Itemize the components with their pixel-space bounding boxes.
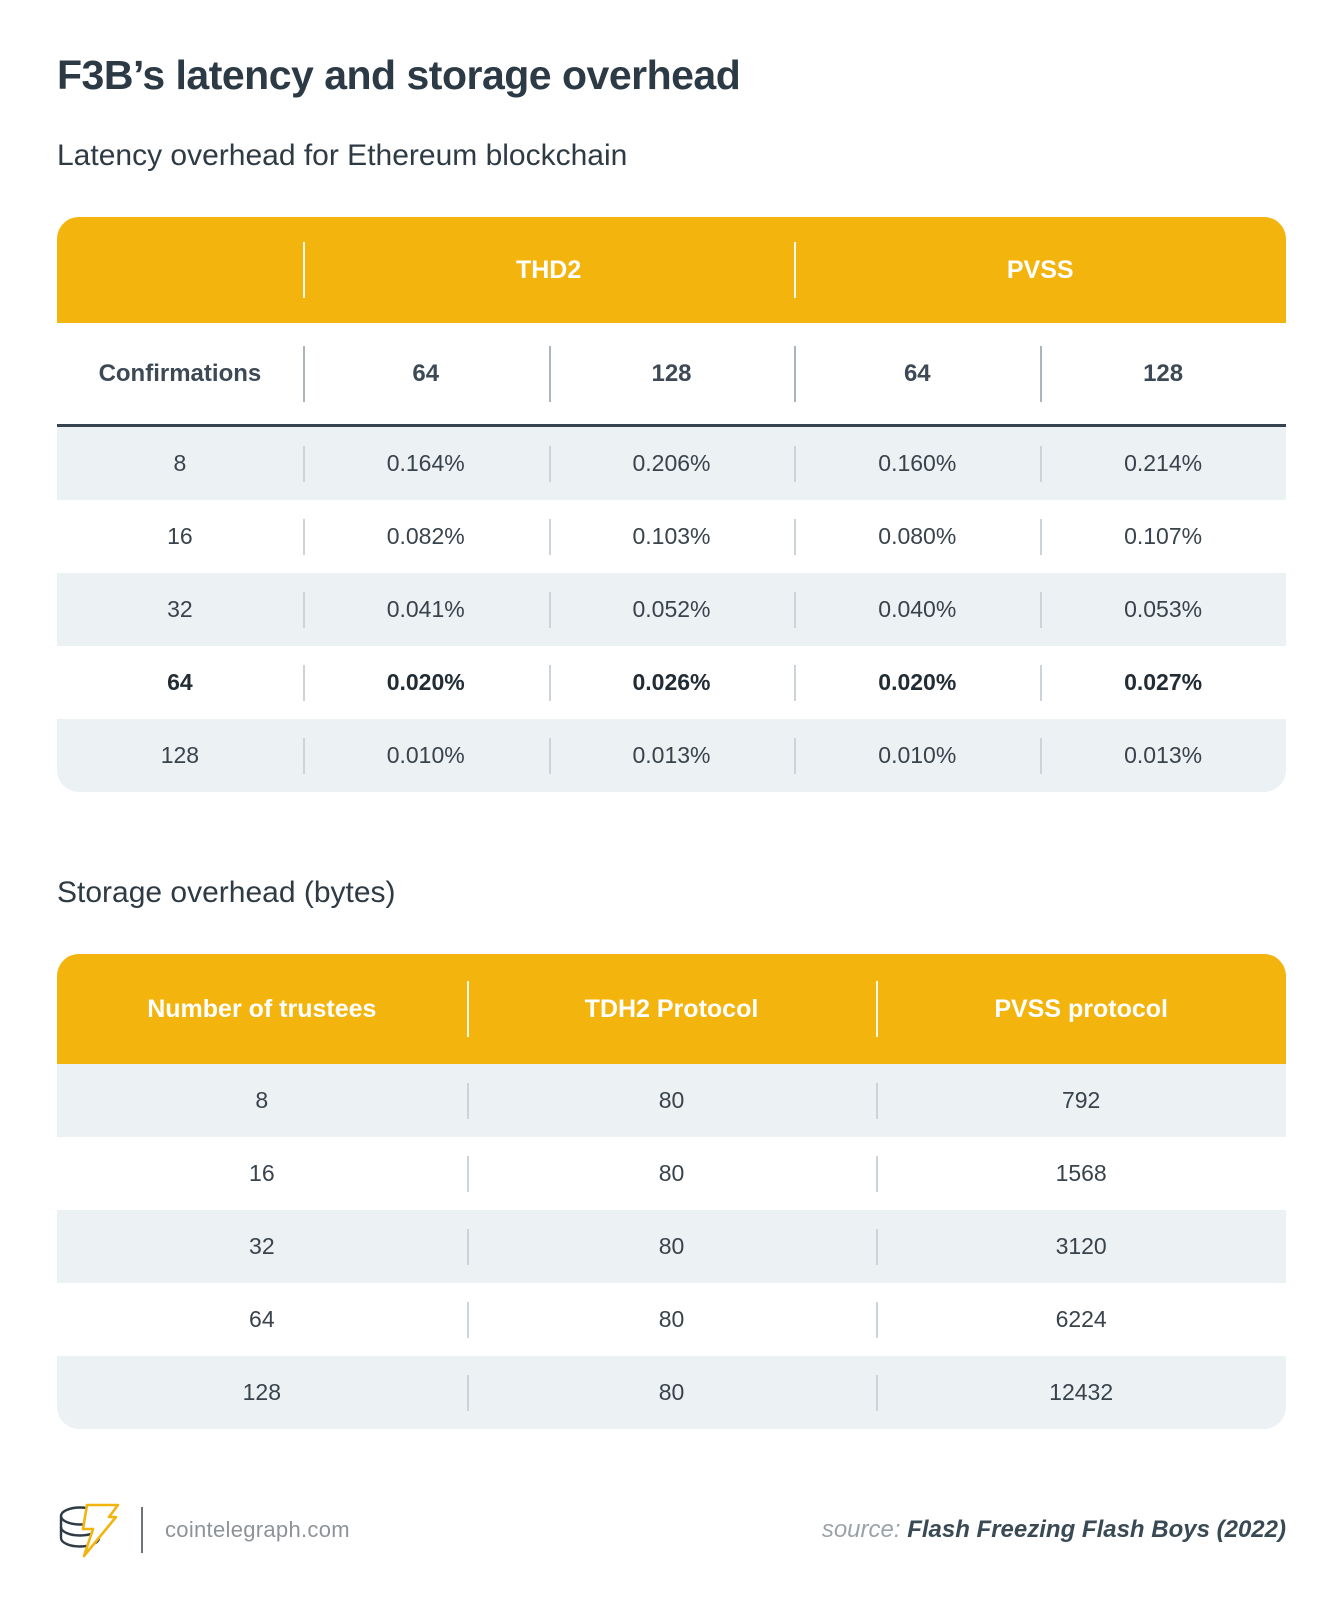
latency-row-128: 128 0.010% 0.013% 0.010% 0.013%: [57, 719, 1286, 792]
latency-cell-2-0: 32: [167, 596, 193, 622]
storage-cell-4-2: 12432: [876, 1356, 1286, 1429]
storage-row-32: 32 80 3120: [57, 1210, 1286, 1283]
latency-cell-4-4: 0.013%: [1040, 719, 1286, 792]
latency-cell-3-4: 0.027%: [1040, 646, 1286, 719]
storage-row-128: 128 80 12432: [57, 1356, 1286, 1429]
latency-column-header-0: Confirmations: [98, 359, 262, 387]
latency-row-32: 32 0.041% 0.052% 0.040% 0.053%: [57, 573, 1286, 646]
latency-cell-4-3: 0.010%: [794, 719, 1040, 792]
latency-row-8: 8 0.164% 0.206% 0.160% 0.214%: [57, 427, 1286, 500]
latency-cell-4-0: 128: [160, 742, 200, 768]
brand-block: cointelegraph.com: [57, 1498, 350, 1562]
storage-row-8: 8 80 792: [57, 1064, 1286, 1137]
latency-cell-0-3: 0.160%: [794, 427, 1040, 500]
latency-cell-3-0: 64: [167, 669, 193, 695]
page-title: F3B’s latency and storage overhead: [57, 52, 741, 98]
storage-row-16: 16 80 1568: [57, 1137, 1286, 1210]
storage-column-header-1: TDH2 Protocol: [467, 995, 877, 1024]
source-name: Flash Freezing Flash Boys (2022): [907, 1516, 1286, 1543]
brand-divider: [141, 1507, 143, 1553]
storage-cell-4-1: 80: [467, 1356, 877, 1429]
latency-table-body: 8 0.164% 0.206% 0.160% 0.214% 16 0.082% 0.103% 0…: [57, 427, 1286, 792]
storage-cell-1-1: 80: [467, 1137, 877, 1210]
storage-cell-2-0: 32: [249, 1233, 275, 1259]
latency-cell-0-1: 0.164%: [303, 427, 549, 500]
latency-column-header-3: 64: [794, 323, 1040, 424]
storage-cell-3-0: 64: [249, 1306, 275, 1332]
storage-column-header-row: Number of trustees TDH2 Protocol PVSS prot…: [57, 954, 1286, 1064]
latency-column-header-row: Confirmations 64 128 64 128: [57, 323, 1286, 424]
latency-cell-0-0: 8: [173, 450, 187, 476]
footer: cointelegraph.com source: Flash Freezing…: [57, 1498, 1286, 1562]
cointelegraph-coin-bolt-logo-icon: [59, 1503, 120, 1558]
storage-cell-2-2: 3120: [876, 1210, 1286, 1283]
latency-column-header-4: 128: [1040, 323, 1286, 424]
latency-cell-0-2: 0.206%: [549, 427, 795, 500]
latency-row-16: 16 0.082% 0.103% 0.080% 0.107%: [57, 500, 1286, 573]
latency-cell-1-1: 0.082%: [303, 500, 549, 573]
latency-cell-2-1: 0.041%: [303, 573, 549, 646]
latency-section-title: Latency overhead for Ethereum blockchain: [57, 139, 628, 172]
storage-cell-0-2: 792: [876, 1064, 1286, 1137]
bolt-icon: [81, 1503, 120, 1558]
latency-cell-1-0: 16: [167, 523, 193, 549]
latency-table: THD2 PVSS Confirmations 64 128 64 128 8 0.164%…: [57, 217, 1286, 792]
storage-cell-1-2: 1568: [876, 1137, 1286, 1210]
storage-row-64: 64 80 6224: [57, 1283, 1286, 1356]
latency-cell-3-2: 0.026%: [549, 646, 795, 719]
storage-table-body: 8 80 792 16 80 1568 32 80 3120 64 80 6224 128 80 12432: [57, 1064, 1286, 1429]
latency-cell-2-3: 0.040%: [794, 573, 1040, 646]
latency-group-header-pvss: PVSS: [794, 256, 1286, 285]
source-label: source:: [821, 1516, 901, 1543]
brand-site-text: cointelegraph.com: [165, 1517, 350, 1542]
latency-cell-1-2: 0.103%: [549, 500, 795, 573]
latency-cell-2-4: 0.053%: [1040, 573, 1286, 646]
storage-cell-4-0: 128: [242, 1379, 282, 1405]
latency-cell-0-4: 0.214%: [1040, 427, 1286, 500]
latency-cell-2-2: 0.052%: [549, 573, 795, 646]
latency-group-header-row: THD2 PVSS: [57, 217, 1286, 323]
source-credit: source: Flash Freezing Flash Boys (2022): [822, 1516, 1286, 1544]
latency-row-64: 64 0.020% 0.026% 0.020% 0.027%: [57, 646, 1286, 719]
storage-column-header-0: Number of trustees: [147, 994, 377, 1023]
latency-cell-4-2: 0.013%: [549, 719, 795, 792]
storage-column-header-2: PVSS protocol: [876, 995, 1286, 1024]
latency-cell-4-1: 0.010%: [303, 719, 549, 792]
storage-section-title: Storage overhead (bytes): [57, 876, 396, 909]
storage-cell-2-1: 80: [467, 1210, 877, 1283]
latency-cell-1-4: 0.107%: [1040, 500, 1286, 573]
latency-cell-3-1: 0.020%: [303, 646, 549, 719]
storage-table: Number of trustees TDH2 Protocol PVSS prot…: [57, 954, 1286, 1429]
storage-cell-1-0: 16: [249, 1160, 275, 1186]
latency-header-rule: [57, 424, 1286, 427]
latency-cell-1-3: 0.080%: [794, 500, 1040, 573]
latency-column-header-2: 128: [549, 323, 795, 424]
latency-column-header-1: 64: [303, 323, 549, 424]
latency-group-header-thd2: THD2: [303, 256, 795, 285]
storage-cell-0-0: 8: [255, 1087, 269, 1113]
storage-cell-0-1: 80: [467, 1064, 877, 1137]
storage-cell-3-1: 80: [467, 1283, 877, 1356]
storage-cell-3-2: 6224: [876, 1283, 1286, 1356]
latency-cell-3-3: 0.020%: [794, 646, 1040, 719]
